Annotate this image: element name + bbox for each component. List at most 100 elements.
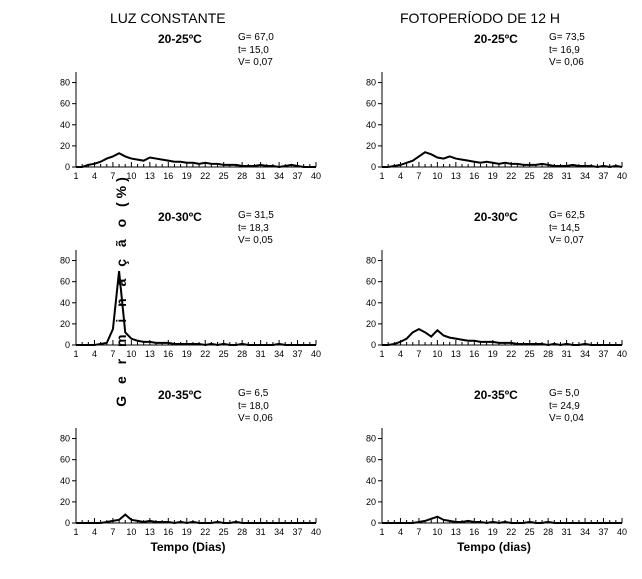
panel-stat-line: G= 31,5 [238, 210, 274, 223]
series-line [382, 152, 622, 167]
svg-text:10: 10 [126, 349, 136, 359]
svg-text:40: 40 [366, 120, 376, 130]
svg-text:16: 16 [469, 349, 479, 359]
svg-text:37: 37 [599, 171, 609, 181]
svg-text:40: 40 [366, 476, 376, 486]
panel-stat-line: G= 67,0 [238, 32, 274, 45]
svg-text:37: 37 [293, 527, 303, 537]
svg-text:0: 0 [371, 340, 376, 350]
svg-text:25: 25 [525, 171, 535, 181]
svg-text:20: 20 [366, 319, 376, 329]
svg-text:7: 7 [110, 527, 115, 537]
svg-text:10: 10 [432, 171, 442, 181]
column-header-right: FOTOPERÍODO DE 12 H [400, 10, 560, 26]
chart-area: 0204060801471013161922252831343740 [382, 250, 622, 345]
svg-text:80: 80 [60, 256, 70, 266]
chart-area: 0204060801471013161922252831343740 [382, 72, 622, 167]
svg-text:0: 0 [65, 340, 70, 350]
svg-text:19: 19 [488, 171, 498, 181]
panel-stats: G= 5,0t= 24,9V= 0,04 [549, 388, 584, 426]
panel-stats: G= 62,5t= 14,5V= 0,07 [549, 210, 585, 248]
panel-title: 20-35ºC [158, 388, 202, 402]
panel-stat-line: t= 16,9 [549, 45, 585, 58]
svg-text:7: 7 [110, 171, 115, 181]
svg-text:22: 22 [506, 527, 516, 537]
svg-text:0: 0 [371, 162, 376, 172]
chart-panel-p2: 20-30ºC G= 31,5t= 18,3V= 0,05020406080147… [48, 210, 328, 370]
chart-panel-p0: 20-25ºC G= 67,0t= 15,0V= 0,07 020406080147… [48, 32, 328, 192]
svg-text:19: 19 [488, 527, 498, 537]
svg-text:28: 28 [543, 349, 553, 359]
panel-stat-line: V= 0,06 [238, 413, 273, 426]
svg-text:60: 60 [60, 99, 70, 109]
panel-stat-line: t= 15,0 [238, 45, 274, 58]
svg-text:25: 25 [219, 171, 229, 181]
svg-text:1: 1 [379, 349, 384, 359]
svg-text:22: 22 [506, 171, 516, 181]
svg-text:10: 10 [126, 171, 136, 181]
svg-text:4: 4 [398, 171, 403, 181]
chart-area: 0204060801471013161922252831343740 [76, 72, 316, 167]
svg-text:1: 1 [379, 171, 384, 181]
x-axis-title: Tempo (dias) [457, 540, 531, 554]
svg-text:37: 37 [293, 171, 303, 181]
svg-text:40: 40 [60, 120, 70, 130]
svg-text:13: 13 [145, 527, 155, 537]
svg-text:20: 20 [60, 141, 70, 151]
svg-text:28: 28 [543, 171, 553, 181]
panel-title: 20-25ºC [158, 32, 202, 46]
svg-text:7: 7 [416, 171, 421, 181]
svg-text:16: 16 [469, 527, 479, 537]
chart-area: 0204060801471013161922252831343740 [76, 250, 316, 345]
svg-text:25: 25 [525, 527, 535, 537]
svg-text:31: 31 [562, 527, 572, 537]
svg-text:10: 10 [432, 527, 442, 537]
svg-text:60: 60 [60, 277, 70, 287]
chart-panel-p4: 20-35ºCG= 6,5t= 18,0V= 0,060204060801471… [48, 388, 328, 548]
svg-text:28: 28 [237, 171, 247, 181]
svg-text:22: 22 [200, 171, 210, 181]
svg-text:19: 19 [182, 527, 192, 537]
chart-panel-p3: 20-30ºCG= 62,5t= 14,5V= 0,07020406080147… [354, 210, 634, 370]
panel-title: 20-25ºC [474, 32, 518, 46]
svg-text:7: 7 [416, 349, 421, 359]
svg-text:13: 13 [451, 349, 461, 359]
svg-text:80: 80 [366, 256, 376, 266]
panel-stat-line: G= 62,5 [549, 210, 585, 223]
svg-text:20: 20 [60, 319, 70, 329]
svg-text:0: 0 [65, 162, 70, 172]
svg-text:31: 31 [256, 527, 266, 537]
svg-text:16: 16 [163, 349, 173, 359]
svg-text:37: 37 [599, 349, 609, 359]
svg-text:28: 28 [237, 349, 247, 359]
series-line [382, 329, 622, 345]
svg-text:34: 34 [274, 527, 284, 537]
chart-area: 0204060801471013161922252831343740 [382, 428, 622, 523]
svg-text:25: 25 [219, 349, 229, 359]
svg-text:28: 28 [543, 527, 553, 537]
svg-text:16: 16 [163, 527, 173, 537]
panel-stat-line: t= 18,0 [238, 401, 273, 414]
svg-text:1: 1 [73, 527, 78, 537]
svg-text:20: 20 [366, 141, 376, 151]
svg-text:1: 1 [73, 349, 78, 359]
svg-text:28: 28 [237, 527, 247, 537]
svg-text:31: 31 [256, 349, 266, 359]
panel-stats: G= 6,5t= 18,0V= 0,06 [238, 388, 273, 426]
svg-text:34: 34 [580, 349, 590, 359]
svg-text:60: 60 [60, 455, 70, 465]
column-header-left: LUZ CONSTANTE [110, 10, 226, 26]
svg-text:40: 40 [311, 527, 321, 537]
panel-stat-line: V= 0,05 [238, 235, 274, 248]
svg-text:31: 31 [562, 171, 572, 181]
svg-text:19: 19 [182, 349, 192, 359]
panel-stat-line: V= 0,07 [238, 57, 274, 70]
panel-stats: G= 31,5t= 18,3V= 0,05 [238, 210, 274, 248]
panel-stat-line: t= 24,9 [549, 401, 584, 414]
panel-title: 20-30ºC [158, 210, 202, 224]
svg-text:34: 34 [274, 349, 284, 359]
svg-text:34: 34 [580, 171, 590, 181]
svg-text:7: 7 [416, 527, 421, 537]
svg-text:13: 13 [145, 171, 155, 181]
svg-text:37: 37 [293, 349, 303, 359]
